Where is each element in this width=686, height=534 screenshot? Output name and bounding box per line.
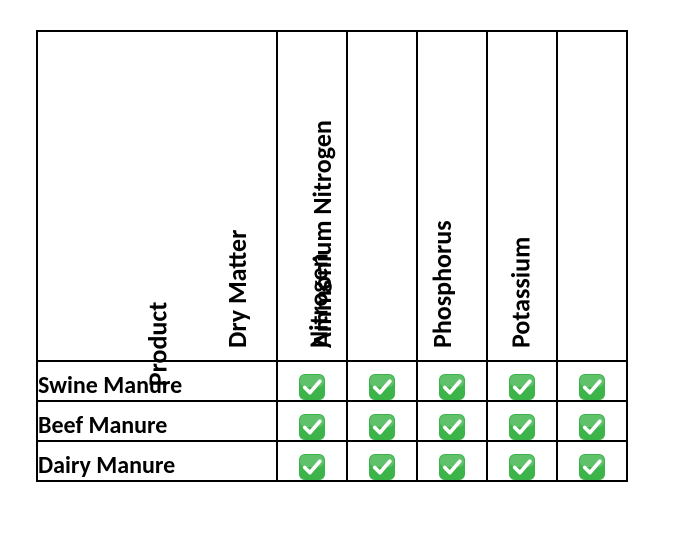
check-icon — [509, 414, 535, 440]
nutrient-table: Product Dry Matter Nitrogen Ammonium Nit… — [36, 30, 628, 482]
check-icon — [369, 414, 395, 440]
col-header-nitrogen: Nitrogen — [347, 31, 417, 361]
cell — [557, 441, 627, 481]
check-icon — [369, 454, 395, 480]
col-header-label: Potassium — [504, 237, 536, 348]
check-icon — [299, 454, 325, 480]
check-icon — [439, 414, 465, 440]
product-header-label: Product — [141, 302, 173, 387]
col-header-label: Phosphorus — [426, 220, 458, 348]
check-icon — [439, 374, 465, 400]
row-label: Dairy Manure — [37, 441, 277, 481]
cell — [557, 401, 627, 441]
check-icon — [579, 414, 605, 440]
check-icon — [369, 374, 395, 400]
check-icon — [579, 374, 605, 400]
cell — [277, 441, 347, 481]
cell — [277, 361, 347, 401]
cell — [277, 401, 347, 441]
check-icon — [509, 374, 535, 400]
header-row: Product Dry Matter Nitrogen Ammonium Nit… — [37, 31, 627, 361]
col-header-label: Ammonium Nitrogen — [306, 120, 338, 348]
table-body: Swine Manure Beef Manure Dairy Manure — [37, 361, 627, 481]
check-icon — [439, 454, 465, 480]
cell — [417, 401, 487, 441]
cell — [487, 441, 557, 481]
table-row: Beef Manure — [37, 401, 627, 441]
col-header-potassium: Potassium — [557, 31, 627, 361]
cell — [347, 361, 417, 401]
table-row: Swine Manure — [37, 361, 627, 401]
cell — [487, 401, 557, 441]
cell — [417, 441, 487, 481]
check-icon — [509, 454, 535, 480]
col-header-label: Dry Matter — [221, 230, 253, 348]
cell — [347, 441, 417, 481]
cell — [487, 361, 557, 401]
table-row: Dairy Manure — [37, 441, 627, 481]
row-label: Beef Manure — [37, 401, 277, 441]
check-icon — [299, 414, 325, 440]
cell — [347, 401, 417, 441]
cell — [417, 361, 487, 401]
check-icon — [579, 454, 605, 480]
check-icon — [299, 374, 325, 400]
cell — [557, 361, 627, 401]
